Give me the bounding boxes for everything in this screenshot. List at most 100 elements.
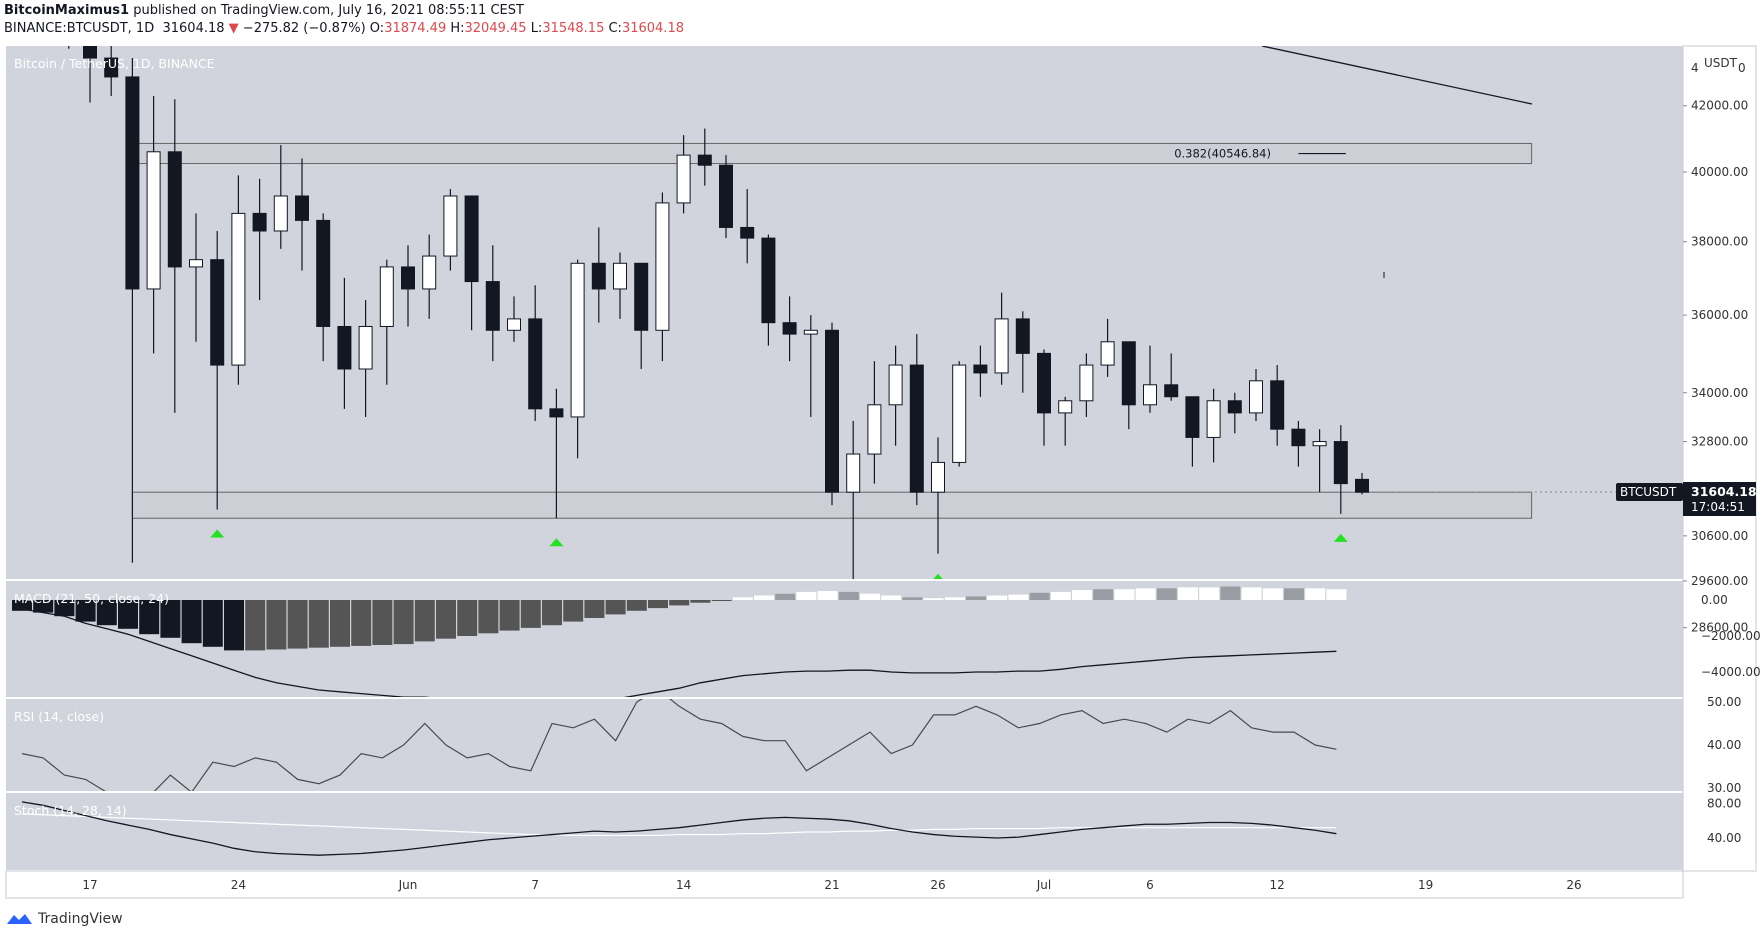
candle-body bbox=[1206, 400, 1221, 438]
candle-body bbox=[358, 325, 373, 370]
candle bbox=[549, 388, 564, 519]
low-label: L: bbox=[530, 21, 543, 36]
candle-body bbox=[125, 76, 140, 290]
price-tick-label: 30600.00 bbox=[1691, 529, 1748, 543]
candle-body bbox=[549, 408, 564, 418]
stoch-label: Stoch (14, 28, 14) bbox=[14, 803, 127, 818]
candle-body bbox=[1312, 441, 1327, 447]
price-tick-label: 32800.00 bbox=[1691, 435, 1748, 449]
stoch-d-line bbox=[21, 813, 1337, 837]
macd-bar bbox=[499, 600, 520, 631]
candle bbox=[782, 296, 797, 362]
time-tick-label: 24 bbox=[231, 878, 246, 892]
footer[interactable]: TradingView bbox=[6, 911, 123, 927]
candle bbox=[401, 245, 415, 327]
candle-body bbox=[719, 164, 733, 228]
candle-body bbox=[634, 262, 649, 331]
candle-body bbox=[782, 322, 797, 335]
candle bbox=[210, 230, 225, 510]
rsi-tick-label: 50.00 bbox=[1707, 695, 1741, 709]
candle bbox=[1185, 396, 1200, 467]
candle-body bbox=[1270, 380, 1285, 430]
candle bbox=[507, 296, 521, 342]
macd-bar bbox=[330, 600, 350, 647]
macd-bar bbox=[966, 596, 986, 600]
candle-body bbox=[1058, 400, 1073, 414]
candle bbox=[1333, 425, 1348, 514]
candle-body bbox=[401, 266, 415, 290]
publish-info: published on TradingView.com, July 16, 2… bbox=[133, 3, 524, 18]
candle bbox=[125, 58, 140, 563]
macd-bar bbox=[944, 597, 965, 600]
price-panel[interactable]: 0.382(40546.84) bbox=[41, 0, 1683, 646]
panel-bg-rsi bbox=[6, 699, 1683, 791]
rsi-line bbox=[21, 699, 1337, 791]
macd-bar bbox=[266, 600, 287, 650]
candle-body bbox=[909, 364, 924, 493]
macd-bar bbox=[393, 600, 414, 645]
last-price-tag: 31604.18 bbox=[1691, 484, 1757, 499]
time-axis-bg bbox=[5, 870, 1684, 899]
panels-layer bbox=[5, 45, 1757, 899]
author-name[interactable]: BitcoinMaximus1 bbox=[4, 3, 130, 18]
macd-bar bbox=[648, 600, 668, 609]
macd-bar bbox=[1072, 590, 1092, 600]
candle bbox=[825, 322, 839, 506]
candle bbox=[761, 234, 776, 346]
indicator-panels[interactable] bbox=[12, 586, 1347, 856]
fib-label: 0.382(40546.84) bbox=[1174, 147, 1271, 161]
macd-bar bbox=[1199, 587, 1220, 600]
buy-signal-icon bbox=[1333, 533, 1348, 542]
candle-body bbox=[528, 318, 543, 410]
rsi-plot bbox=[21, 699, 1337, 791]
macd-bar bbox=[96, 600, 117, 626]
candle-body bbox=[464, 195, 479, 283]
candle-body bbox=[273, 195, 288, 232]
price-tick-label: 28600.00 bbox=[1691, 621, 1748, 635]
time-tick-label: 21 bbox=[824, 878, 839, 892]
change-value: −275.82 (−0.87%) bbox=[242, 21, 366, 36]
macd-bar bbox=[54, 600, 75, 617]
open-label: O: bbox=[369, 21, 385, 36]
macd-bar bbox=[1093, 589, 1114, 600]
axes-layer: 28600.0029600.0030600.0031600.0032800.00… bbox=[82, 61, 1760, 892]
candle bbox=[1312, 429, 1327, 493]
stoch-plot bbox=[21, 801, 1337, 856]
price-tick-label: 36000.00 bbox=[1691, 308, 1748, 322]
candle-body bbox=[825, 329, 839, 493]
price-tick-label-top: 4 bbox=[1691, 61, 1699, 75]
macd-tick-label: −2000.00 bbox=[1701, 629, 1761, 643]
candle bbox=[909, 334, 924, 506]
rsi-tick-label: 40.00 bbox=[1707, 738, 1741, 752]
candle-body bbox=[422, 255, 437, 290]
candle bbox=[464, 195, 479, 331]
candle-body bbox=[803, 329, 818, 335]
candle-body bbox=[1079, 364, 1094, 402]
candle-body bbox=[613, 262, 627, 290]
macd-bar bbox=[118, 600, 138, 629]
candle-body bbox=[888, 364, 903, 406]
macd-bar bbox=[605, 600, 626, 615]
candle-body bbox=[973, 364, 988, 374]
candle bbox=[1164, 353, 1179, 401]
candle bbox=[295, 158, 309, 271]
candle-body bbox=[1333, 441, 1348, 485]
macd-bar bbox=[669, 600, 690, 606]
publish-line: BitcoinMaximus1 published on TradingView… bbox=[4, 3, 524, 18]
stoch-k-line bbox=[21, 801, 1337, 856]
candle bbox=[1291, 421, 1306, 467]
macd-bar bbox=[1241, 587, 1262, 600]
time-tick-label: 17 bbox=[82, 878, 97, 892]
candle bbox=[358, 300, 373, 417]
candle-body bbox=[316, 219, 331, 327]
candle-body bbox=[1227, 400, 1242, 414]
time-tick-label: 26 bbox=[930, 878, 945, 892]
candle bbox=[570, 259, 585, 459]
candle bbox=[252, 178, 267, 301]
candle bbox=[231, 175, 246, 385]
candle-body bbox=[189, 259, 203, 268]
candle-body bbox=[507, 318, 521, 331]
candle-body bbox=[1185, 396, 1200, 438]
candle bbox=[888, 345, 903, 446]
